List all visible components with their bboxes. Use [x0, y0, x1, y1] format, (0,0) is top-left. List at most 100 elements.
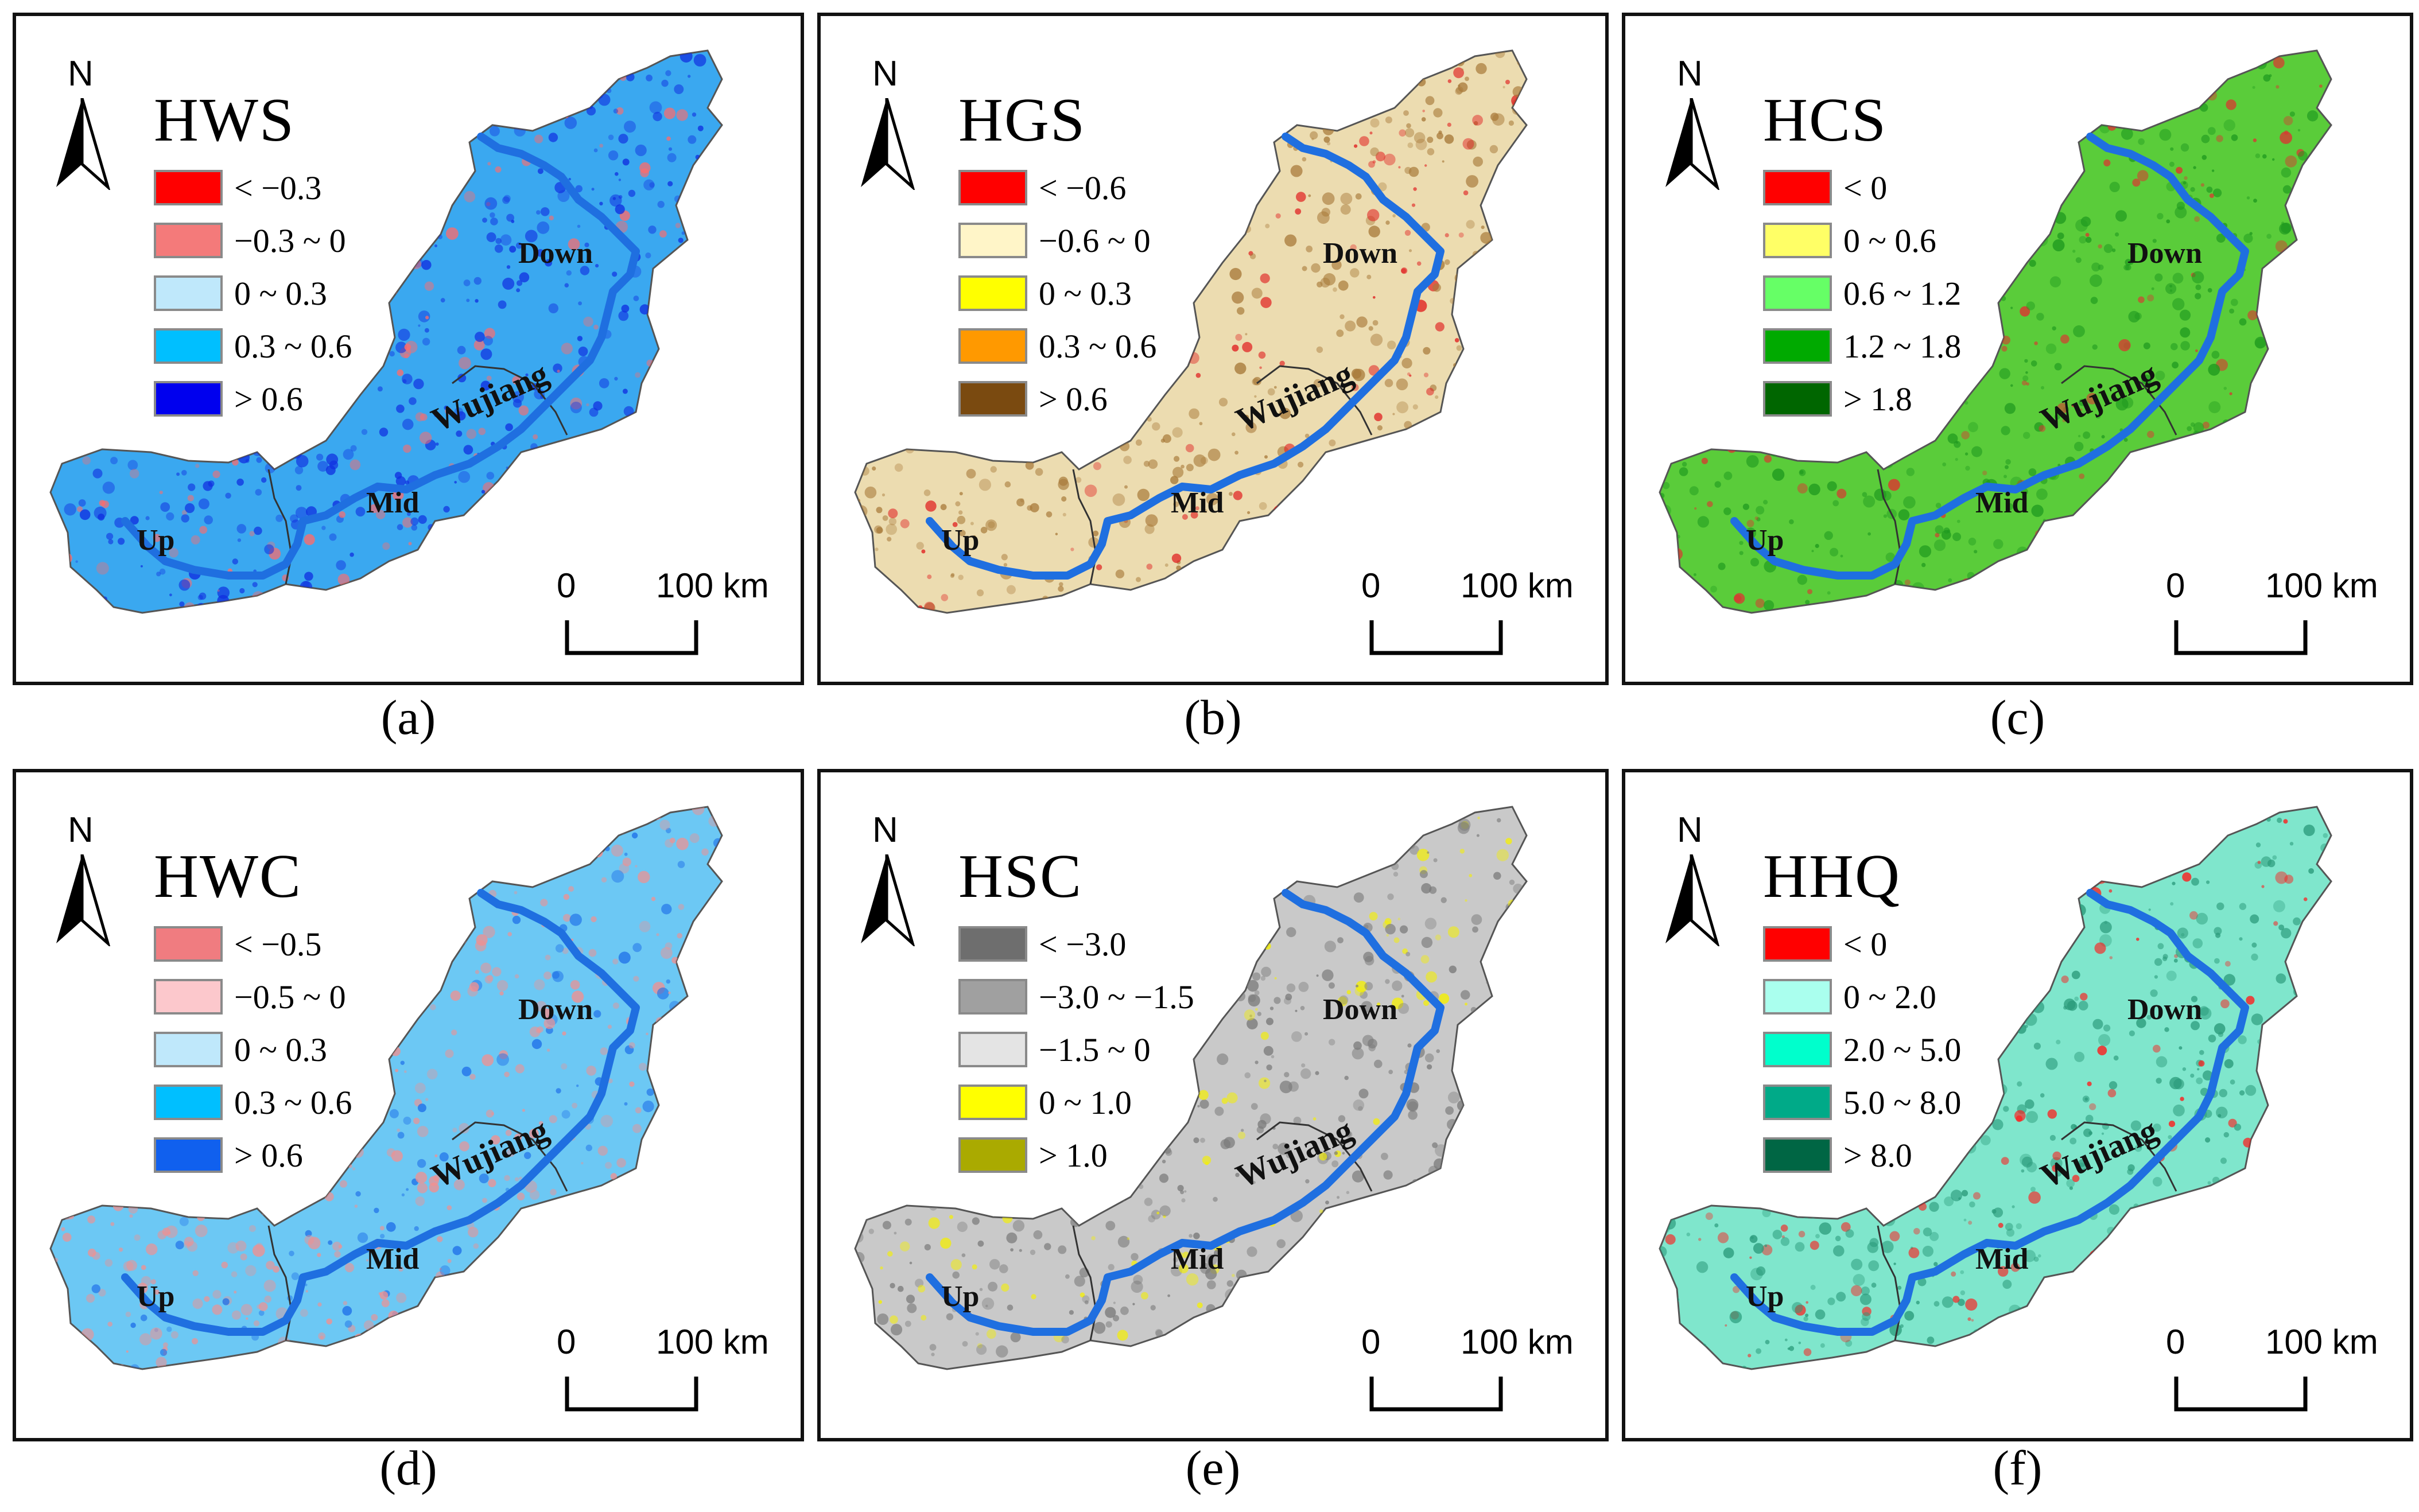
raster-speck: [343, 310, 354, 322]
raster-speck: [882, 383, 887, 388]
raster-speck: [2207, 186, 2213, 193]
raster-speck: [1054, 1019, 1061, 1025]
legend-swatch: [154, 223, 223, 258]
raster-speck: [990, 1362, 999, 1371]
raster-speck: [883, 515, 888, 521]
raster-speck: [882, 1006, 884, 1009]
raster-speck: [1195, 853, 1200, 858]
raster-speck: [1737, 386, 1741, 390]
raster-speck: [586, 1066, 596, 1076]
raster-speck: [505, 423, 513, 432]
raster-speck: [648, 226, 656, 234]
raster-speck: [390, 1109, 399, 1118]
raster-speck: [224, 1044, 234, 1055]
raster-speck: [445, 1050, 454, 1058]
raster-speck: [82, 456, 91, 465]
raster-speck: [1832, 380, 1843, 392]
raster-speck: [676, 382, 682, 388]
raster-speck: [710, 907, 719, 915]
raster-speck: [703, 1198, 713, 1208]
raster-speck: [425, 1098, 428, 1101]
raster-speck: [1831, 218, 1842, 229]
raster-speck: [876, 304, 882, 309]
raster-speck: [306, 1290, 308, 1292]
raster-speck: [2158, 943, 2164, 950]
raster-speck: [358, 1098, 366, 1106]
raster-speck: [223, 1298, 230, 1305]
raster-speck: [457, 346, 466, 355]
raster-speck: [1096, 564, 1102, 570]
raster-speck: [1805, 600, 1810, 604]
raster-speck: [511, 63, 522, 73]
raster-speck: [168, 1231, 170, 1234]
raster-speck: [1246, 922, 1257, 933]
raster-speck: [2201, 183, 2204, 186]
raster-speck: [1863, 496, 1875, 508]
raster-speck: [1520, 323, 1524, 327]
raster-speck: [1212, 905, 1223, 917]
raster-speck: [367, 357, 373, 363]
raster-speck: [1284, 235, 1296, 247]
raster-speck: [1764, 455, 1772, 462]
raster-speck: [416, 1196, 425, 1206]
raster-speck: [1138, 934, 1151, 947]
raster-speck: [1323, 531, 1333, 541]
raster-speck: [942, 814, 947, 819]
raster-speck: [2280, 131, 2292, 144]
raster-speck: [1198, 979, 1201, 981]
raster-speck: [1476, 1310, 1481, 1315]
raster-speck: [2023, 201, 2030, 208]
raster-speck: [713, 1079, 722, 1087]
raster-speck: [1264, 455, 1268, 458]
raster-speck: [469, 527, 474, 532]
raster-speck: [2145, 483, 2157, 495]
raster-speck: [150, 263, 157, 270]
raster-speck: [2220, 1000, 2230, 1009]
raster-speck: [993, 311, 1002, 320]
raster-speck: [1179, 116, 1182, 119]
raster-speck: [1355, 543, 1367, 555]
raster-speck: [675, 1166, 682, 1172]
raster-speck: [1686, 215, 1698, 227]
raster-speck: [222, 1030, 232, 1040]
raster-speck: [1466, 220, 1475, 228]
raster-speck: [141, 1315, 147, 1321]
raster-speck: [991, 466, 997, 472]
raster-speck: [1949, 224, 1951, 226]
raster-speck: [328, 876, 339, 887]
raster-speck: [77, 1113, 80, 1116]
raster-speck: [329, 534, 337, 541]
raster-speck: [635, 865, 637, 867]
raster-speck: [666, 980, 671, 984]
raster-speck: [1947, 530, 1951, 533]
raster-speck: [2015, 935, 2018, 939]
raster-speck: [2005, 459, 2011, 465]
raster-speck: [356, 1024, 367, 1035]
raster-speck: [1753, 298, 1757, 302]
raster-speck: [77, 1078, 89, 1090]
raster-speck: [475, 332, 485, 342]
raster-speck: [1481, 421, 1485, 425]
raster-speck: [2246, 996, 2254, 1005]
raster-speck: [184, 1183, 186, 1185]
raster-speck: [653, 1198, 659, 1204]
raster-speck: [1935, 397, 1942, 404]
raster-speck: [2227, 445, 2235, 453]
raster-speck: [402, 419, 414, 430]
raster-speck: [1156, 326, 1167, 336]
raster-speck: [2023, 432, 2030, 439]
raster-speck: [1700, 1060, 1712, 1071]
raster-speck: [1141, 1358, 1149, 1366]
raster-speck: [1424, 164, 1427, 166]
raster-speck: [715, 1218, 717, 1221]
raster-speck: [2100, 1264, 2113, 1277]
legend-swatch: [154, 275, 223, 311]
raster-speck: [139, 1016, 145, 1021]
raster-speck: [2247, 196, 2250, 199]
raster-speck: [1035, 468, 1043, 476]
raster-speck: [678, 904, 685, 910]
raster-speck: [2319, 263, 2325, 269]
raster-speck: [1531, 886, 1533, 889]
raster-speck: [1868, 1260, 1879, 1271]
raster-speck: [92, 1284, 100, 1293]
